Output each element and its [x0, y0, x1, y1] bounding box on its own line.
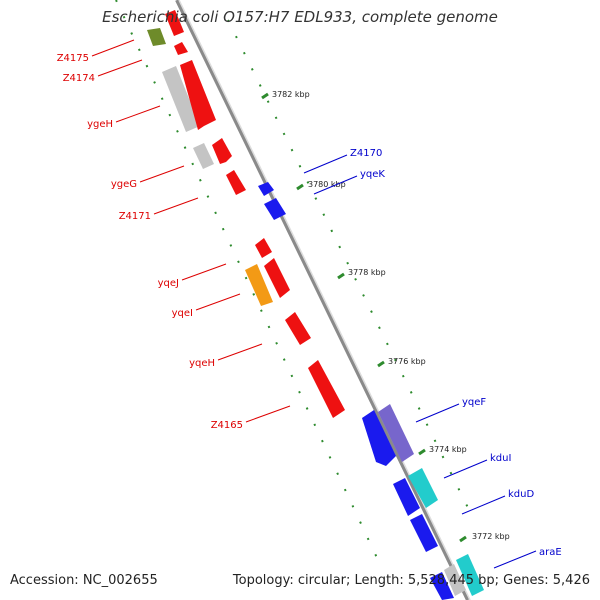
gene-arrow-z4174-red[interactable] — [180, 60, 216, 130]
kbp-tick — [296, 183, 304, 191]
kbp-label: 3778 kbp — [348, 268, 386, 277]
gene-label-z4171[interactable]: Z4171 — [119, 211, 151, 222]
gene-arrow-ygeg[interactable] — [212, 138, 232, 164]
gene-arrow-ygeh-grey[interactable] — [193, 143, 214, 169]
gene-label-yqef[interactable]: yqeF — [462, 397, 486, 408]
label-leader — [217, 343, 263, 361]
kbp-tick — [261, 92, 269, 100]
gene-arrow-kdui-cyan[interactable] — [408, 468, 438, 508]
gene-arrow-kdui-blue[interactable] — [393, 478, 420, 516]
label-leader — [303, 154, 348, 174]
label-leader — [153, 197, 199, 215]
label-leader — [443, 459, 488, 479]
genome-backbone — [175, 0, 470, 600]
kbp-tick — [337, 272, 345, 280]
forward-strand-features — [258, 182, 484, 600]
gene-label-z4170[interactable]: Z4170 — [350, 148, 382, 159]
gene-label-z4175[interactable]: Z4175 — [57, 53, 89, 64]
label-leader — [97, 59, 143, 77]
inner-dotted-ring — [115, 0, 379, 561]
kbp-label: 3772 kbp — [472, 532, 510, 541]
gene-label-z4174[interactable]: Z4174 — [63, 73, 95, 84]
kbp-tick — [418, 448, 426, 456]
map-title: Escherichia coli O157:H7 EDL933, complet… — [102, 8, 498, 26]
gene-label-arae[interactable]: araE — [539, 547, 562, 558]
gene-arrow-yqef-blue[interactable] — [362, 410, 396, 466]
reverse-strand-features — [147, 10, 345, 418]
gene-arrow-z4171[interactable] — [226, 170, 246, 195]
label-leader — [313, 175, 358, 195]
forward-gene-labels: Z4170 yqeK yqeF kduI kduD araE — [303, 148, 562, 569]
gene-arrow-top[interactable] — [165, 10, 184, 36]
kbp-label: 3782 kbp — [272, 90, 310, 99]
label-leader — [195, 293, 241, 311]
label-leader — [461, 495, 506, 515]
label-leader — [245, 405, 291, 423]
gene-arrow-arae-grey[interactable] — [444, 564, 466, 596]
gene-arrow-yqef-purple[interactable] — [378, 404, 414, 462]
gene-arrow-yqej-orange[interactable] — [245, 264, 273, 306]
kbp-tick — [459, 535, 467, 543]
kbp-label: 3776 kbp — [388, 357, 426, 366]
label-leader — [415, 403, 460, 423]
kbp-tick — [377, 360, 385, 368]
gene-label-yqej[interactable]: yqeJ — [158, 278, 179, 289]
gene-label-kdui[interactable]: kduI — [490, 453, 511, 464]
gene-arrow-olive[interactable] — [147, 28, 166, 46]
label-leader — [91, 39, 135, 57]
gene-label-yqeh[interactable]: yqeH — [189, 358, 215, 369]
label-leader — [493, 550, 537, 569]
gene-arrow-arae-cyan[interactable] — [456, 554, 484, 596]
gene-label-z4165[interactable]: Z4165 — [211, 420, 243, 431]
gene-arrow-yqeh[interactable] — [285, 312, 311, 345]
gene-arrow-z4165[interactable] — [308, 360, 345, 418]
gene-label-yqek[interactable]: yqeK — [360, 169, 385, 180]
gene-arrow-yqek[interactable] — [264, 198, 286, 220]
gene-arrow-z4174-grey[interactable] — [162, 66, 200, 132]
accession-text: Accession: NC_002655 — [10, 573, 158, 588]
gene-arrow-yqej-a[interactable] — [255, 238, 272, 258]
label-leader — [115, 105, 161, 123]
gene-arrow-arae-blue[interactable] — [430, 572, 454, 600]
kbp-label: 3780 kbp — [308, 180, 346, 189]
gene-label-kdud[interactable]: kduD — [508, 489, 534, 500]
gene-arrow-kdud[interactable] — [410, 514, 438, 552]
gene-arrow-yqej-red[interactable] — [264, 258, 290, 298]
genome-summary-text: Topology: circular; Length: 5,528,445 bp… — [232, 573, 590, 588]
gene-arrow-z4175[interactable] — [174, 42, 188, 55]
gene-label-yqei[interactable]: yqeI — [172, 308, 193, 319]
label-leader — [139, 165, 185, 183]
kbp-label: 3774 kbp — [429, 445, 467, 454]
gene-label-ygeg[interactable]: ygeG — [111, 179, 137, 190]
gene-arrow-z4170[interactable] — [258, 182, 274, 196]
kbp-scale: 3782 kbp 3780 kbp 3778 kbp 3776 kbp 3774… — [261, 90, 510, 543]
reverse-gene-labels: Z4175 Z4174 ygeH ygeG Z4171 yqeJ yqeI yq… — [57, 39, 291, 431]
label-leader — [181, 263, 227, 281]
gene-label-ygeh[interactable]: ygeH — [87, 119, 113, 130]
